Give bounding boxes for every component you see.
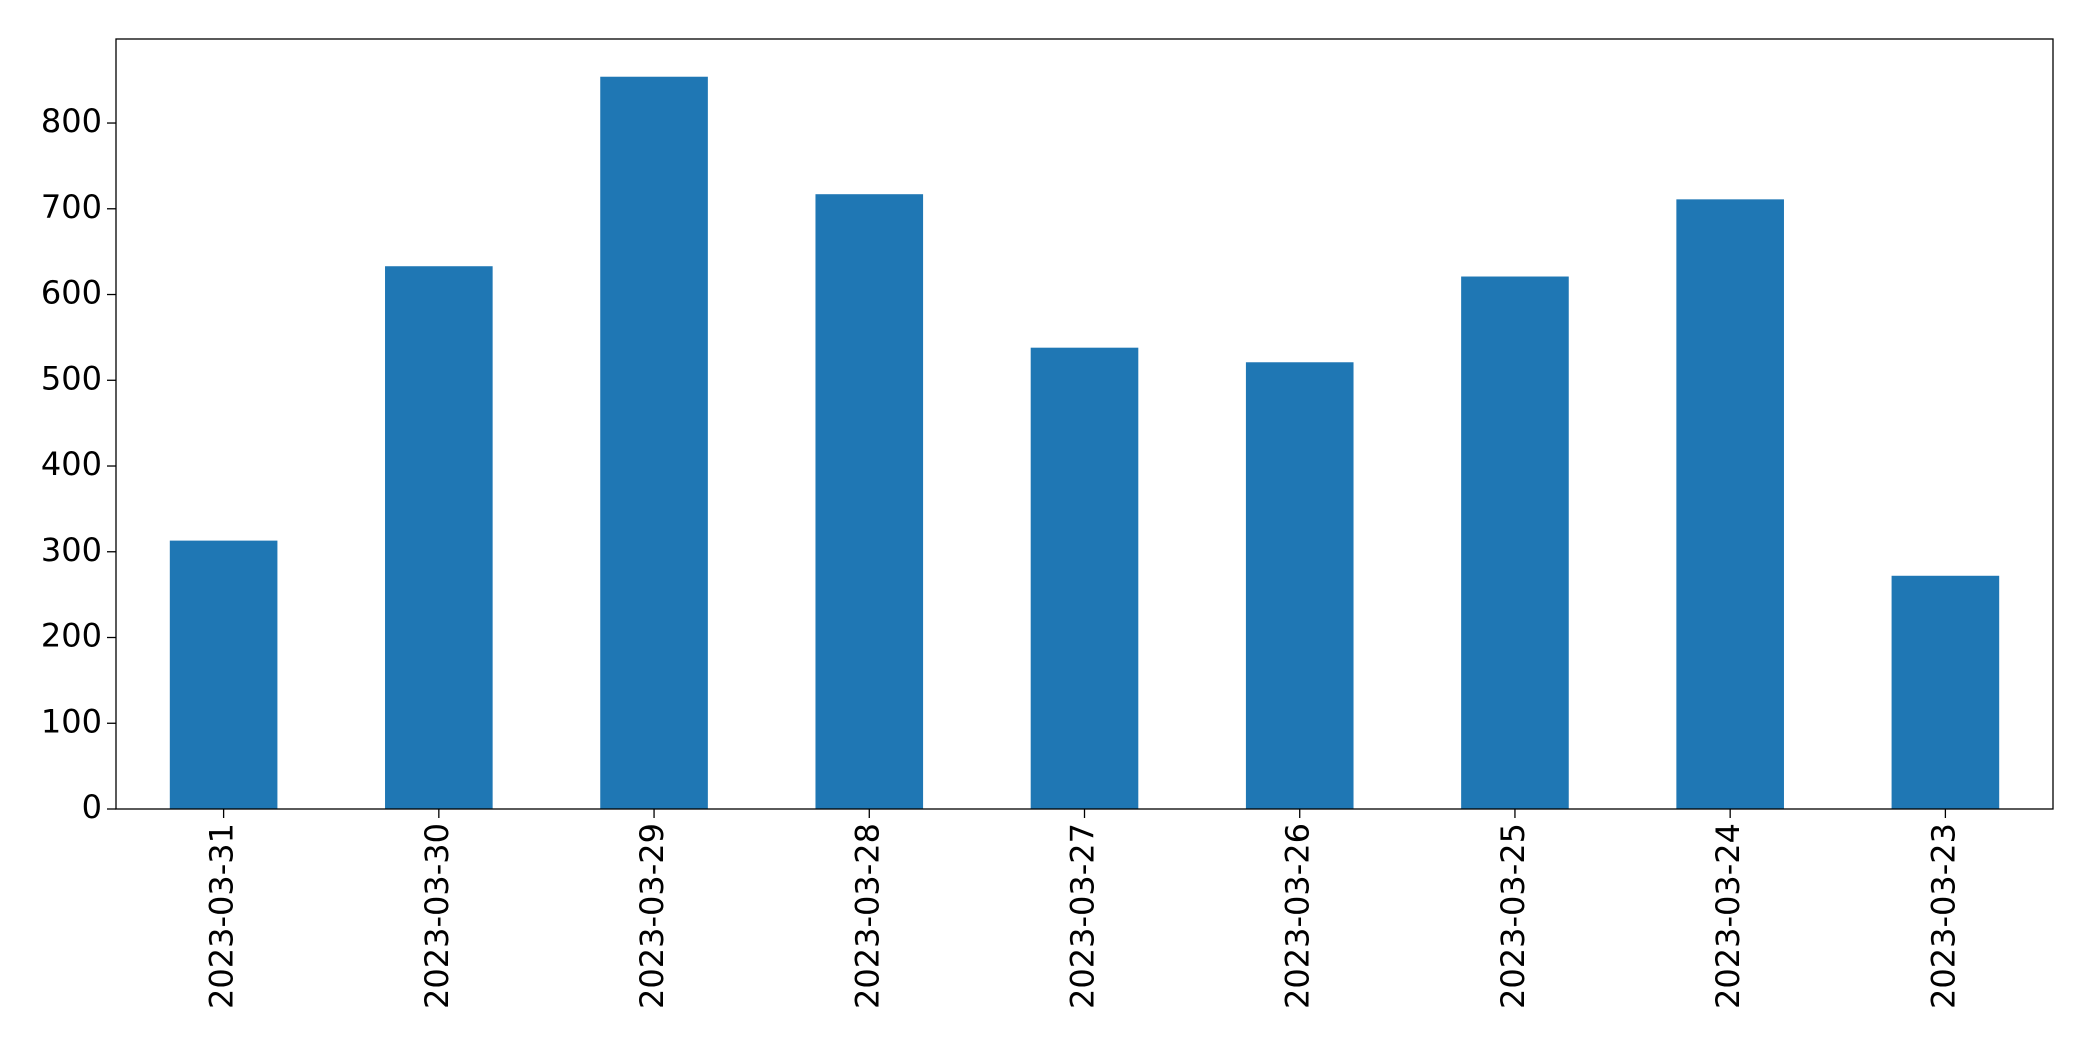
bar xyxy=(385,266,493,809)
bar xyxy=(1676,199,1784,809)
x-tick-label: 2023-03-29 xyxy=(633,823,671,1009)
y-tick-label: 500 xyxy=(41,359,102,397)
y-tick-label: 300 xyxy=(41,531,102,569)
y-tick-label: 200 xyxy=(41,617,102,655)
x-tick-label: 2023-03-24 xyxy=(1709,823,1747,1009)
y-tick-label: 700 xyxy=(41,188,102,226)
x-tick-label: 2023-03-25 xyxy=(1494,823,1532,1009)
bar xyxy=(815,194,924,809)
x-tick-label: 2023-03-30 xyxy=(418,823,456,1009)
bar xyxy=(169,540,278,809)
x-tick-label: 2023-03-23 xyxy=(1924,823,1962,1009)
bar xyxy=(1461,276,1569,809)
x-tick-label: 2023-03-26 xyxy=(1279,823,1317,1009)
bar xyxy=(1030,347,1139,809)
y-tick-label: 400 xyxy=(41,445,102,483)
x-tick-label: 2023-03-27 xyxy=(1064,823,1102,1009)
x-tick-label: 2023-03-28 xyxy=(848,823,886,1009)
y-tick-label: 800 xyxy=(41,102,102,140)
bar xyxy=(1891,575,2000,809)
y-tick-label: 0 xyxy=(82,788,102,826)
x-tick-label: 2023-03-31 xyxy=(203,823,241,1009)
plot-frame xyxy=(115,38,2054,810)
y-tick-label: 100 xyxy=(41,702,102,740)
bar xyxy=(600,76,708,810)
y-tick-label: 600 xyxy=(41,274,102,312)
bar xyxy=(1245,362,1354,809)
